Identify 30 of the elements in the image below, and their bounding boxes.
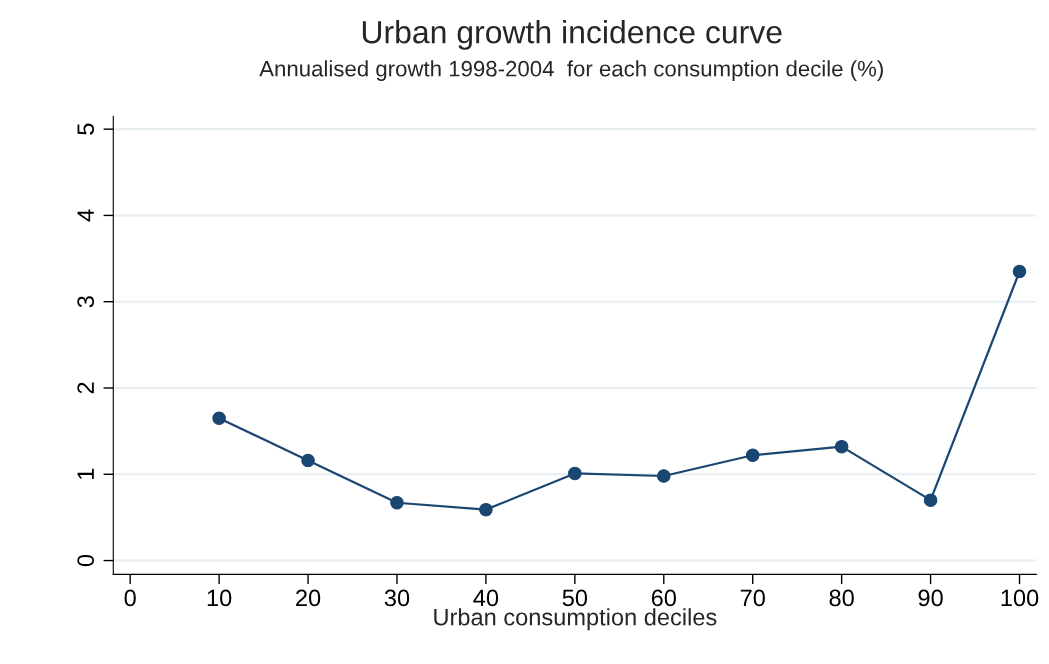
x-tick-label: 0	[124, 589, 136, 607]
x-tick-label: 30	[384, 589, 410, 607]
y-tick-label: 0	[77, 554, 95, 567]
y-tick-label: 3	[77, 296, 95, 308]
point	[923, 493, 938, 507]
x-tick-label: 80	[829, 589, 854, 607]
point	[212, 411, 226, 425]
x-tick-label: 40	[473, 589, 499, 607]
x-tick-label: 100	[1001, 589, 1039, 607]
point	[657, 469, 671, 483]
x-tick-label: 60	[651, 589, 676, 607]
x-tick-label: 10	[207, 589, 232, 607]
x-axis-title: Urban consumption deciles	[434, 608, 717, 631]
y-tick-label: 5	[77, 123, 95, 135]
y-tick-label: 1	[77, 468, 94, 480]
point	[390, 495, 404, 510]
y-tick-label: 2	[77, 382, 94, 394]
chart-subtitle: Annualised growth 1998-2004 for each consumption decile (%)	[259, 60, 883, 81]
chart-title: Urban growth incidence curve	[362, 20, 782, 50]
point	[479, 502, 493, 517]
point	[1012, 264, 1027, 279]
point	[568, 466, 582, 481]
point	[301, 453, 315, 468]
y-tick-label: 4	[77, 209, 94, 222]
point	[834, 439, 849, 454]
point	[745, 448, 760, 463]
x-tick-label: 50	[562, 589, 588, 607]
x-tick-label: 70	[740, 589, 765, 607]
x-tick-label: 20	[296, 589, 321, 607]
x-tick-label: 90	[918, 589, 943, 607]
